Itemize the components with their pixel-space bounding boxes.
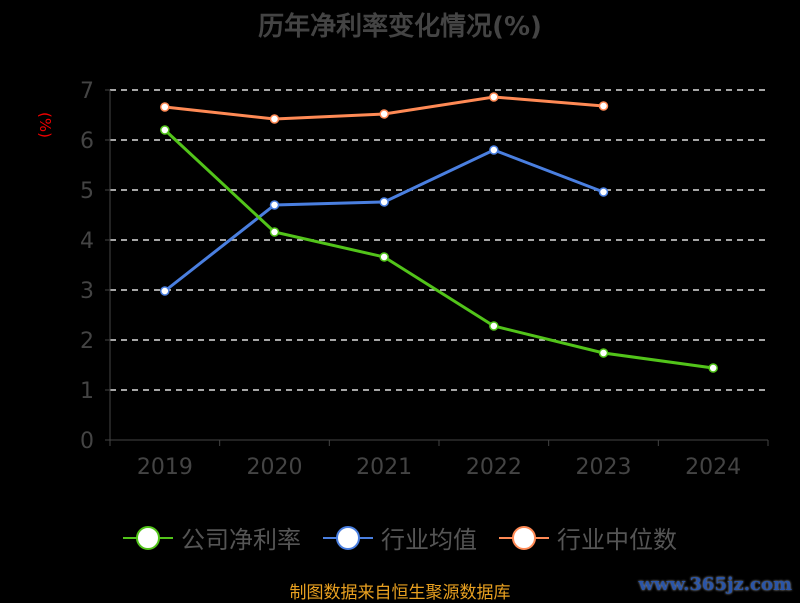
- series-line-0: [163, 128, 714, 370]
- series-line-1: [163, 148, 605, 293]
- y-tick-label: 2: [80, 329, 94, 354]
- data-point: [598, 187, 609, 197]
- chart-title: 历年净利率变化情况(%): [258, 12, 542, 42]
- data-point: [489, 145, 499, 155]
- data-point: [489, 92, 499, 102]
- y-tick-label: 1: [80, 379, 94, 404]
- y-tick-label: 5: [80, 179, 94, 204]
- data-point: [598, 348, 609, 358]
- data-point: [160, 102, 170, 112]
- legend-item[interactable]: 行业中位数: [499, 520, 677, 555]
- y-tick-label: 6: [80, 129, 94, 154]
- data-point: [160, 125, 170, 135]
- x-tick-label: 2024: [685, 455, 741, 480]
- x-tick-label: 2020: [247, 455, 303, 480]
- x-tick-label: 2023: [576, 455, 632, 480]
- data-point: [379, 252, 389, 262]
- data-point: [379, 109, 389, 119]
- y-tick-label: 3: [80, 279, 94, 304]
- x-tick-label: 2022: [466, 455, 522, 480]
- x-tick-label: 2019: [137, 455, 193, 480]
- legend-label: 行业均值: [381, 526, 477, 554]
- y-tick-label: 0: [80, 429, 94, 454]
- legend: 公司净利率 行业均值 行业中位数: [0, 520, 800, 555]
- x-tick-label: 2021: [356, 455, 412, 480]
- data-point: [269, 227, 280, 237]
- data-point: [708, 363, 718, 373]
- data-point: [160, 286, 170, 296]
- source-note: 制图数据来自恒生聚源数据库: [289, 583, 511, 603]
- legend-marker-icon: [123, 523, 173, 553]
- legend-item[interactable]: 行业均值: [323, 520, 477, 555]
- data-point: [379, 197, 389, 207]
- watermark: www.365jz.com: [638, 574, 792, 595]
- y-tick-label: 4: [80, 229, 94, 254]
- data-point: [598, 101, 609, 111]
- legend-marker-icon: [323, 523, 373, 553]
- legend-label: 公司净利率: [181, 526, 301, 554]
- y-tick-label: 7: [80, 79, 94, 104]
- legend-item[interactable]: 公司净利率: [123, 520, 301, 555]
- legend-label: 行业中位数: [557, 526, 677, 554]
- data-point: [489, 321, 499, 331]
- data-point: [269, 114, 280, 124]
- legend-marker-icon: [499, 523, 549, 553]
- data-point: [269, 200, 280, 210]
